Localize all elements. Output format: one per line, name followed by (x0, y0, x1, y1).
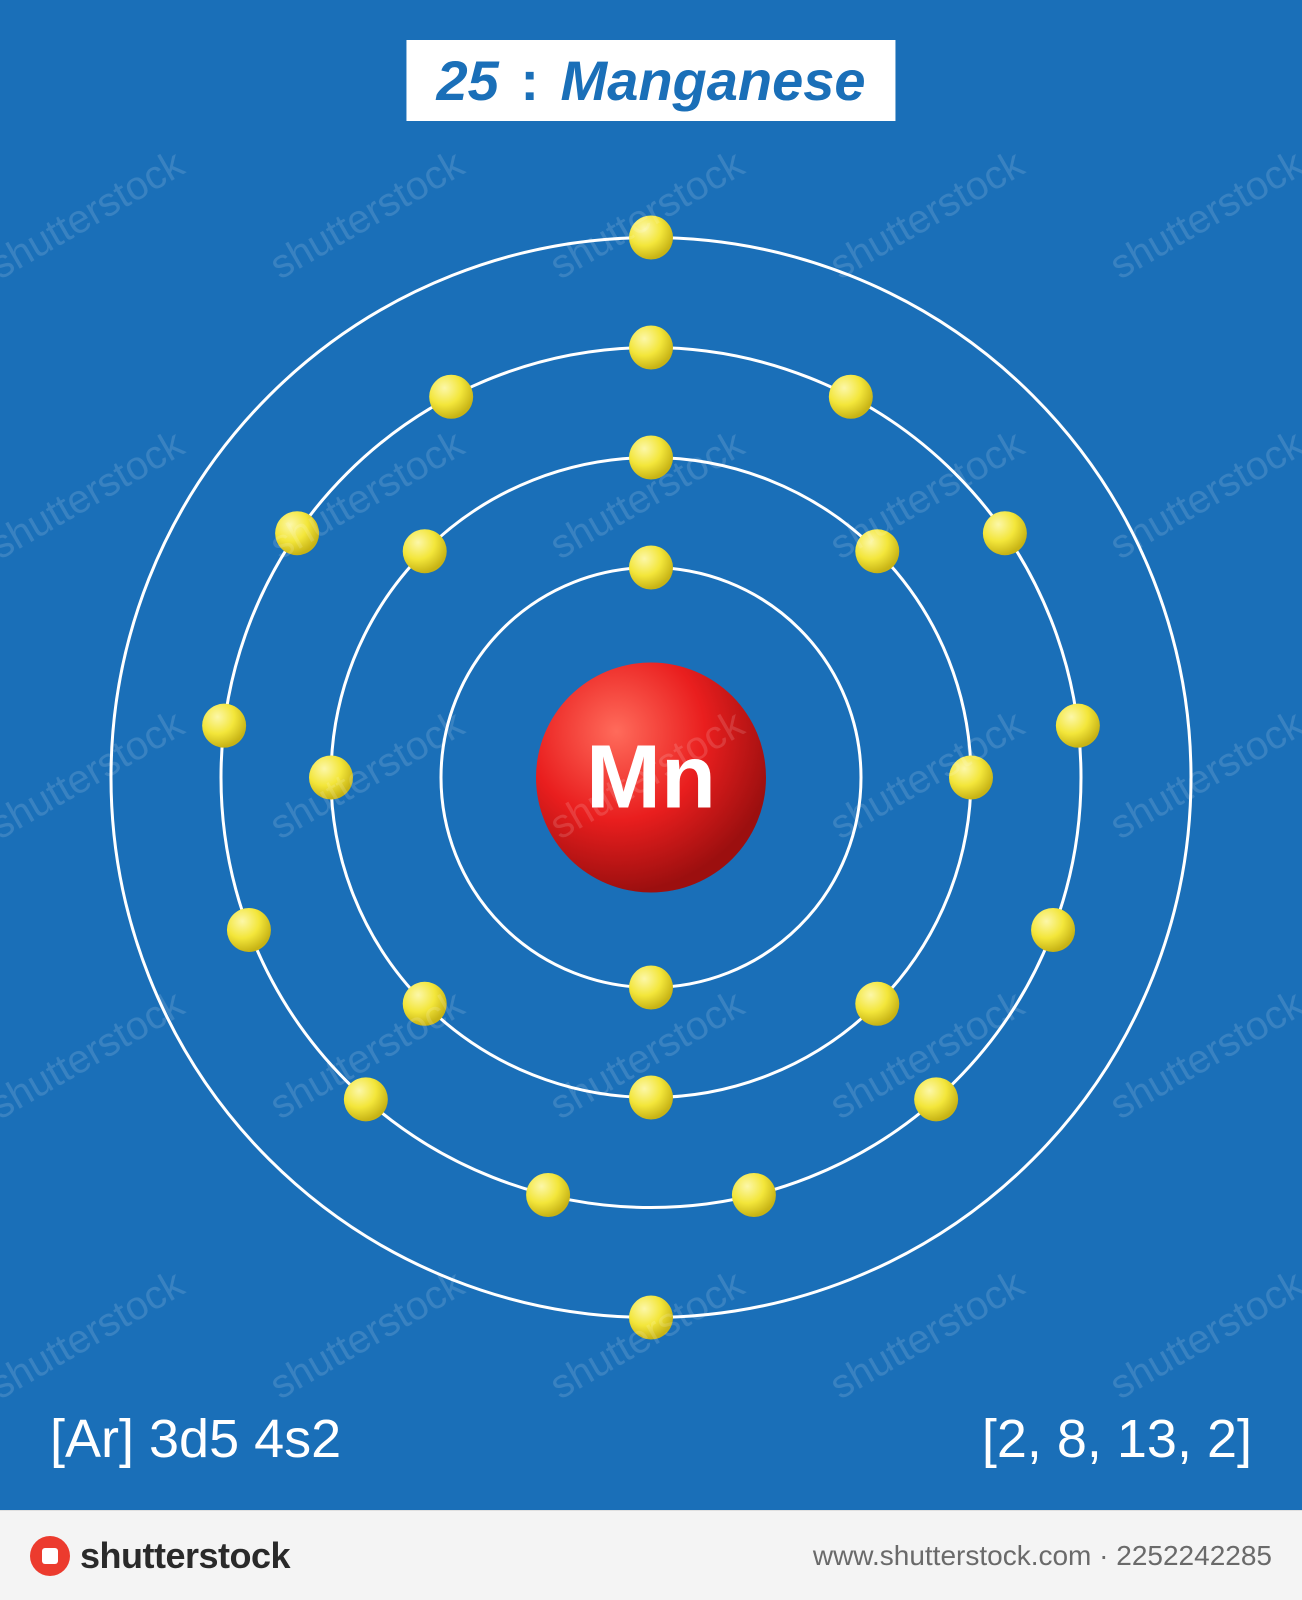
diagram-canvas: 25 : Manganese Mn [Ar] 3d5 4s2 [2, 8, 13… (0, 0, 1302, 1510)
svg-text:shutterstock: shutterstock (543, 0, 753, 8)
electron (344, 1077, 388, 1121)
electron (403, 529, 447, 573)
electron (629, 436, 673, 480)
electron (202, 704, 246, 748)
nucleus-symbol: Mn (586, 728, 716, 828)
svg-text:shutterstock: shutterstock (263, 0, 473, 8)
footer-site: www.shutterstock.com (813, 1540, 1092, 1571)
footer-meta: www.shutterstock.com · 2252242285 (813, 1540, 1272, 1572)
logo-icon (30, 1536, 70, 1576)
svg-text:shutterstock: shutterstock (0, 0, 192, 8)
electron (629, 966, 673, 1010)
electron (526, 1173, 570, 1217)
electron (403, 982, 447, 1026)
electron (429, 375, 473, 419)
electron (855, 982, 899, 1026)
element-title: 25 : Manganese (406, 40, 895, 121)
electron (983, 511, 1027, 555)
electron (855, 529, 899, 573)
electron (629, 1296, 673, 1340)
title-separator: : (520, 49, 539, 112)
electron (732, 1173, 776, 1217)
footer-image-id: 2252242285 (1116, 1540, 1272, 1571)
electron (914, 1077, 958, 1121)
electron (1031, 908, 1075, 952)
element-name: Manganese (561, 49, 866, 112)
electron (629, 326, 673, 370)
shell-configuration: [2, 8, 13, 2] (982, 1408, 1252, 1470)
stock-footer: shutterstock www.shutterstock.com · 2252… (0, 1510, 1302, 1600)
electron (629, 216, 673, 260)
footer-logo: shutterstock (30, 1535, 290, 1577)
atomic-number: 25 (436, 49, 498, 112)
electron (309, 756, 353, 800)
electron (1056, 704, 1100, 748)
svg-text:shutterstock: shutterstock (823, 0, 1033, 8)
electron (629, 546, 673, 590)
atom-diagram: Mn (83, 210, 1219, 1351)
electron (275, 511, 319, 555)
electron (829, 375, 873, 419)
svg-text:shutterstock: shutterstock (1103, 0, 1302, 8)
electron (629, 1076, 673, 1120)
electron (949, 756, 993, 800)
electron (227, 908, 271, 952)
footer-brand: shutterstock (80, 1535, 290, 1577)
electron-configuration: [Ar] 3d5 4s2 (50, 1408, 341, 1470)
